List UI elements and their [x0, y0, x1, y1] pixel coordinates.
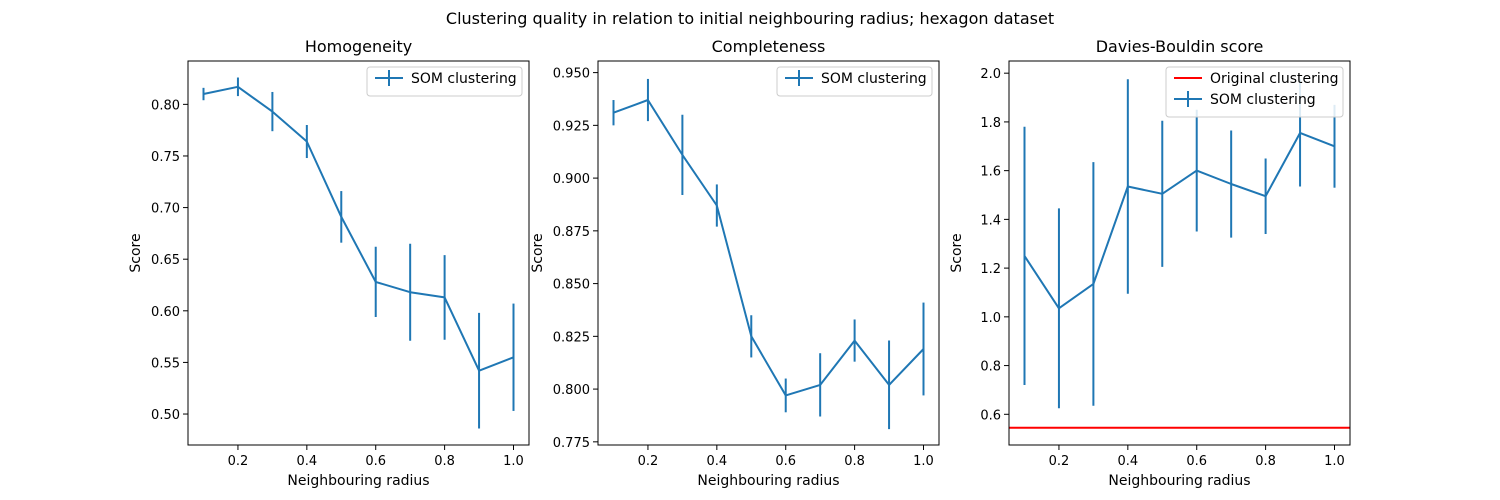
y-tick-label: 0.825 [553, 330, 590, 345]
series-som-clustering [612, 78, 925, 430]
legend-frame [366, 66, 523, 97]
y-tick-label: 0.60 [151, 305, 180, 320]
x-tick-label: 1.0 [913, 454, 934, 469]
x-tick-label: 0.8 [844, 454, 865, 469]
legend-label: SOM clustering [821, 71, 927, 87]
series-line [203, 85, 514, 372]
axes-frame [597, 60, 940, 446]
axes-frame [1008, 60, 1351, 446]
y-tick-label: 0.950 [553, 67, 590, 82]
subplot-title: Homogeneity [305, 37, 412, 56]
x-tick-label: 0.6 [775, 454, 796, 469]
subplot-homogeneity: Homogeneity 0.2 0.4 0.6 0.8 1.0 0.50 0.55 0.60 0.… [128, 37, 530, 489]
y-tick-label: 0.65 [151, 253, 180, 268]
x-tick-label: 1.0 [1324, 454, 1345, 469]
y-tick-label: 2.0 [980, 67, 1001, 82]
y-tick-label: 1.8 [980, 116, 1001, 131]
y-tick-label: 0.775 [553, 436, 590, 451]
legend-frame [1165, 66, 1344, 118]
x-tick-label: 0.6 [365, 454, 386, 469]
y-tick-label: 0.55 [151, 356, 180, 371]
subplot-completeness: Completeness 0.2 0.4 0.6 0.8 1.0 0.775 0.800 0.8… [530, 37, 940, 489]
legend-entry: SOM clustering [1174, 91, 1316, 108]
x-tick-label: 0.6 [1186, 454, 1207, 469]
x-tick-label: 0.8 [434, 454, 455, 469]
x-axis-label: Neighbouring radius [697, 473, 839, 489]
y-tick-label: 0.80 [151, 98, 180, 113]
legend-frame [776, 66, 933, 97]
figure-suptitle: Clustering quality in relation to initia… [446, 9, 1054, 28]
series-line [1023, 131, 1335, 310]
y-tick-label: 0.850 [553, 278, 590, 293]
y-axis-label: Score [949, 233, 965, 272]
subplot-title: Completeness [712, 37, 826, 56]
x-tick-label: 1.0 [503, 454, 524, 469]
x-axis-label: Neighbouring radius [1108, 473, 1250, 489]
series-line [613, 99, 925, 397]
y-tick-label: 0.50 [151, 408, 180, 423]
legend-entry: SOM clustering [375, 70, 517, 87]
y-axis-label: Score [128, 233, 144, 272]
y-tick-label: 0.925 [553, 119, 590, 134]
legend-entry: Original clustering [1174, 71, 1339, 87]
legend: SOM clustering [366, 66, 523, 97]
x-tick-label: 0.2 [1049, 454, 1070, 469]
y-axis-label: Score [530, 233, 546, 272]
y-tick-label: 0.6 [980, 408, 1001, 423]
subplots: Homogeneity 0.2 0.4 0.6 0.8 1.0 0.50 0.55 0.60 0.… [128, 37, 1351, 489]
y-tick-label: 0.75 [151, 150, 180, 165]
series-som-clustering [202, 77, 515, 429]
y-tick-label: 1.6 [980, 165, 1001, 180]
y-tick-label: 1.2 [980, 262, 1001, 277]
x-tick-label: 0.4 [1117, 454, 1138, 469]
y-tick-label: 0.70 [151, 202, 180, 217]
y-tick-label: 1.4 [980, 213, 1001, 228]
y-tick-label: 0.900 [553, 172, 590, 187]
legend-entry: SOM clustering [785, 70, 927, 87]
y-tick-label: 1.0 [980, 311, 1001, 326]
y-tick-label: 0.8 [980, 360, 1001, 375]
legend-label: Original clustering [1210, 71, 1339, 87]
x-tick-label: 0.2 [228, 454, 249, 469]
axes-frame [187, 60, 530, 446]
legend-label: SOM clustering [411, 71, 517, 87]
x-tick-label: 0.4 [706, 454, 727, 469]
x-tick-label: 0.2 [638, 454, 659, 469]
subplot-davies-bouldin: Davies-Bouldin score 0.2 0.4 0.6 0.8 1.0 0.6 0.… [949, 37, 1351, 489]
x-axis-label: Neighbouring radius [287, 473, 429, 489]
x-tick-label: 0.4 [296, 454, 317, 469]
legend: SOM clustering [776, 66, 933, 97]
subplot-title: Davies-Bouldin score [1096, 37, 1264, 56]
y-tick-label: 0.875 [553, 225, 590, 240]
x-tick-label: 0.8 [1255, 454, 1276, 469]
legend-label: SOM clustering [1210, 92, 1316, 108]
y-tick-label: 0.800 [553, 383, 590, 398]
legend: Original clustering SOM clustering [1165, 66, 1344, 118]
